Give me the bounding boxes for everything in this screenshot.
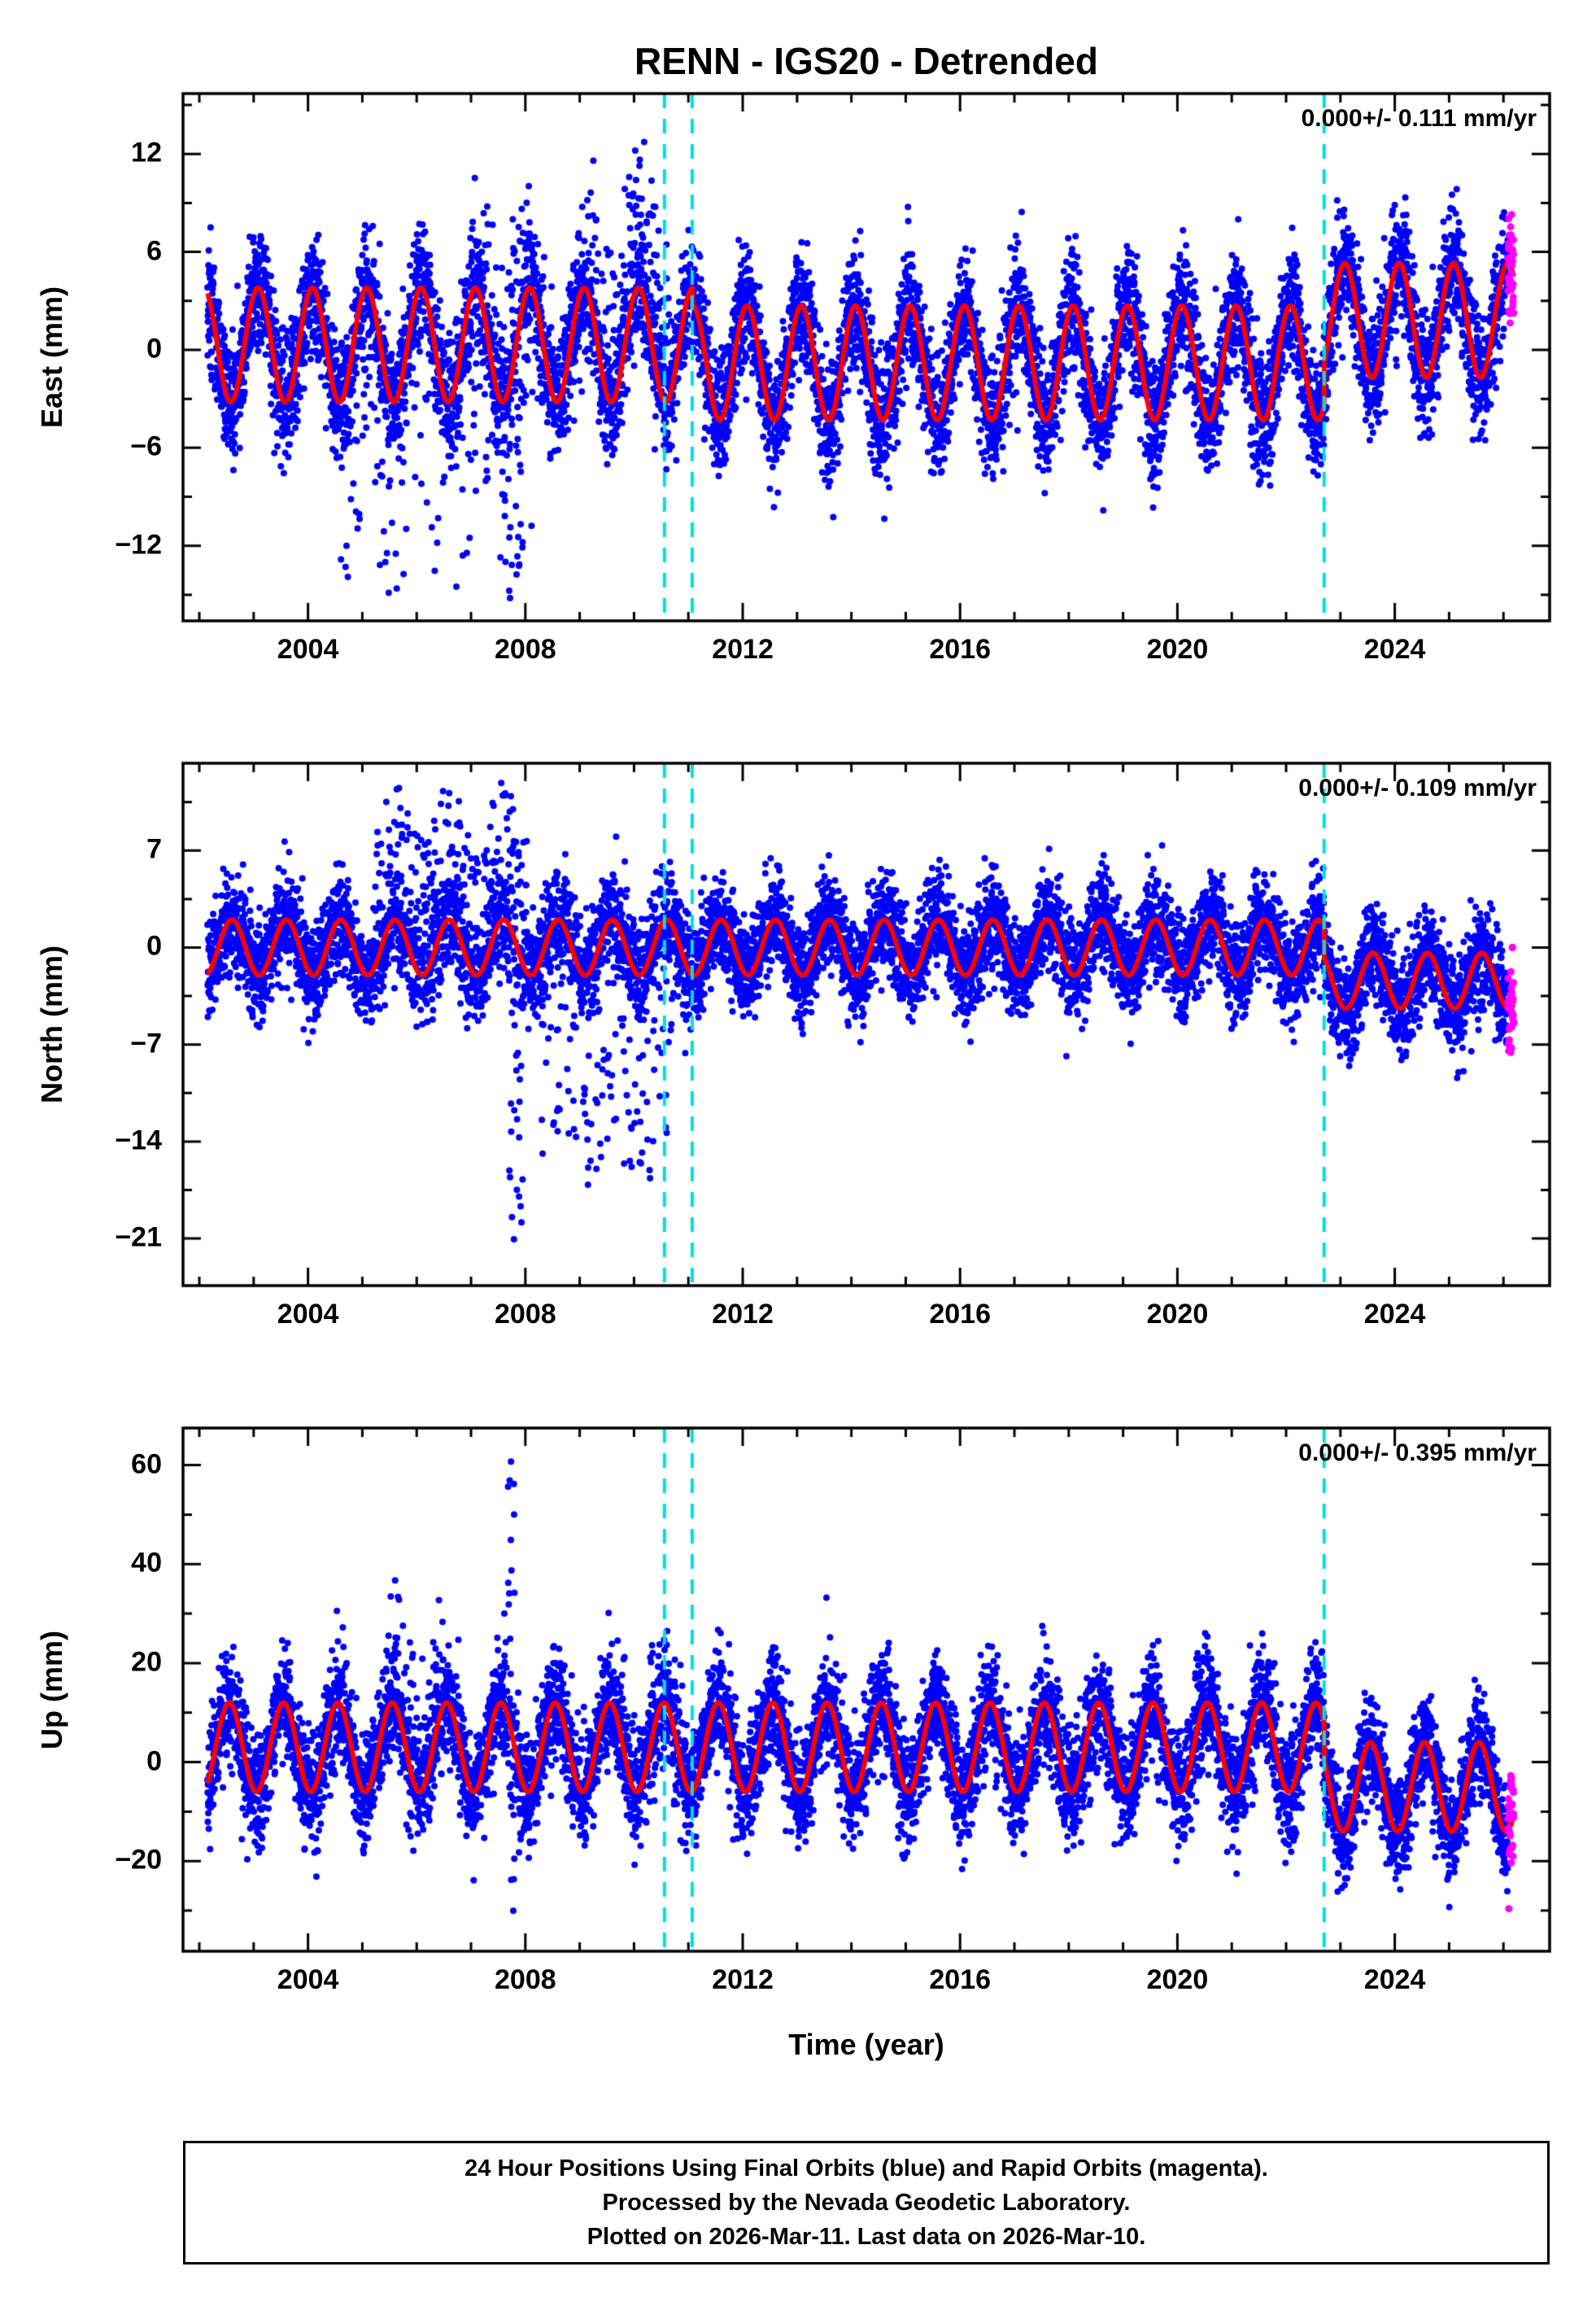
footer-line-2: Processed by the Nevada Geodetic Laborat… [602, 2189, 1131, 2216]
y-tick-label: 40 [131, 1548, 162, 1579]
x-axis-label: Time (year) [788, 2028, 944, 2061]
y-tick-label: −6 [130, 431, 162, 463]
x-tick-label: 2004 [277, 634, 339, 665]
x-tick-label: 2012 [712, 1299, 774, 1330]
y-tick-label: 0 [146, 931, 162, 963]
x-tick-label: 2008 [495, 1299, 556, 1330]
x-tick-label: 2024 [1363, 1299, 1426, 1330]
y-tick-label: 12 [131, 137, 162, 168]
x-tick-label: 2016 [929, 1299, 992, 1330]
footer-note: 24 Hour Positions Using Final Orbits (bl… [183, 2141, 1550, 2265]
x-tick-label: 2020 [1146, 1964, 1209, 1995]
plot-title: RENN - IGS20 - Detrended [634, 40, 1098, 82]
y-axis-label-north: North (mm) [35, 946, 68, 1103]
x-tick-label: 2004 [277, 1299, 339, 1330]
y-tick-label: 7 [146, 834, 162, 866]
y-tick-label: −20 [115, 1845, 162, 1876]
y-tick-label: −12 [115, 529, 162, 561]
x-tick-label: 2008 [495, 634, 556, 665]
x-tick-label: 2012 [712, 634, 774, 665]
x-tick-label: 2016 [929, 1964, 992, 1995]
footer-line-3: Plotted on 2026-Mar-11. Last data on 202… [587, 2224, 1146, 2251]
x-tick-label: 2012 [712, 1964, 774, 1995]
rate-annotation-east: 0.000+/- 0.111 mm/yr [1301, 105, 1537, 132]
y-tick-label: 20 [131, 1646, 162, 1678]
x-tick-label: 2020 [1146, 634, 1209, 665]
y-tick-label: 60 [131, 1448, 162, 1480]
x-tick-label: 2008 [495, 1964, 556, 1995]
rate-annotation-north: 0.000+/- 0.109 mm/yr [1298, 775, 1537, 801]
y-tick-label: 0 [146, 1745, 162, 1777]
footer-line-1: 24 Hour Positions Using Final Orbits (bl… [464, 2155, 1268, 2182]
y-tick-label: 0 [146, 333, 162, 365]
x-tick-label: 2024 [1363, 634, 1426, 665]
x-tick-label: 2020 [1146, 1299, 1209, 1330]
y-tick-label: −21 [115, 1221, 162, 1253]
y-tick-label: −14 [115, 1125, 162, 1156]
x-tick-label: 2016 [929, 634, 992, 665]
y-tick-label: 6 [146, 235, 162, 267]
y-tick-label: −7 [130, 1028, 162, 1059]
x-tick-label: 2004 [277, 1964, 339, 1995]
rate-annotation-up: 0.000+/- 0.395 mm/yr [1298, 1439, 1537, 1466]
x-tick-label: 2024 [1363, 1964, 1426, 1995]
